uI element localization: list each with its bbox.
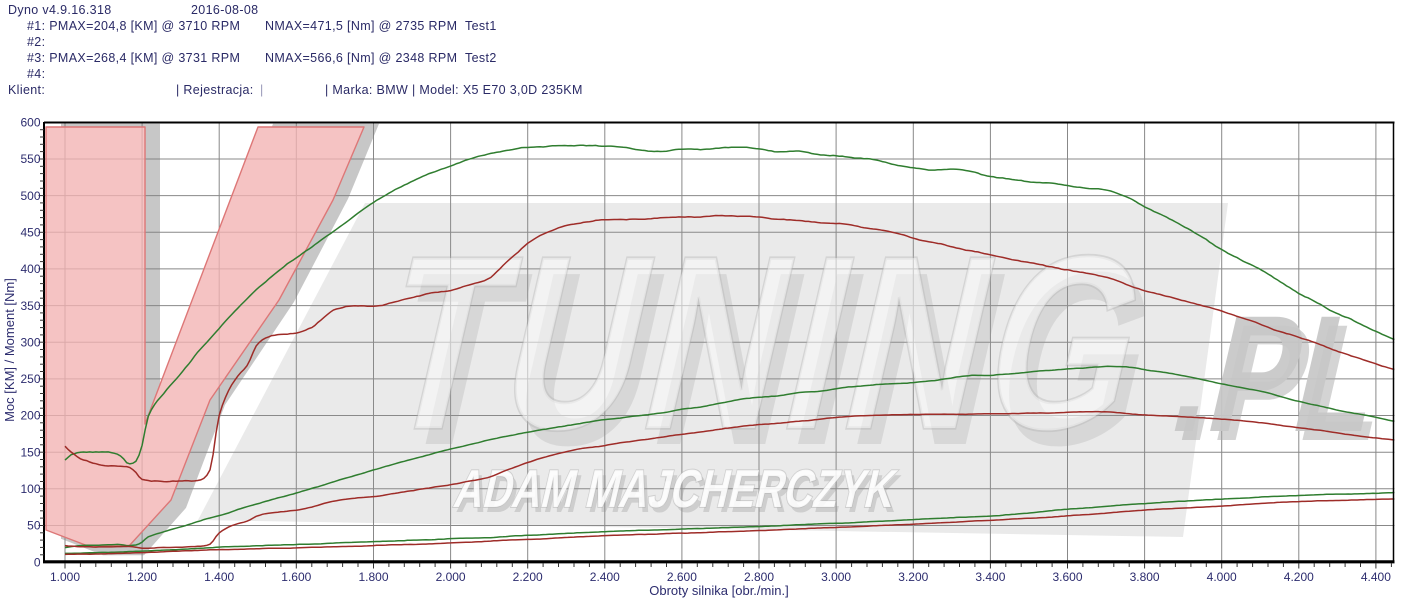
svg-text:300: 300 [20,335,40,349]
svg-text:3.200: 3.200 [898,570,928,584]
svg-text:1.600: 1.600 [281,570,311,584]
svg-text:3.600: 3.600 [1052,570,1082,584]
svg-text:TUNING: TUNING [360,204,1179,480]
svg-text:3.000: 3.000 [821,570,851,584]
svg-text:Moc [KM] / Moment [Nm]: Moc [KM] / Moment [Nm] [2,278,17,422]
svg-text:TUNING: TUNING [370,220,1189,496]
svg-text:0: 0 [34,555,41,569]
svg-text:250: 250 [20,372,40,386]
svg-text:2.400: 2.400 [590,570,620,584]
svg-text:200: 200 [20,409,40,423]
svg-text:2.000: 2.000 [436,570,466,584]
svg-text:2.800: 2.800 [744,570,774,584]
svg-text:150: 150 [20,445,40,459]
svg-text:1.200: 1.200 [127,570,157,584]
svg-text:500: 500 [20,189,40,203]
svg-text:1.000: 1.000 [50,570,80,584]
svg-text:4.200: 4.200 [1284,570,1314,584]
svg-text:550: 550 [20,152,40,166]
svg-text:50: 50 [27,519,41,533]
svg-text:Obroty silnika [obr./min.]: Obroty silnika [obr./min.] [649,583,788,598]
svg-text:1.400: 1.400 [204,570,234,584]
svg-text:.PL: .PL [1165,290,1407,475]
svg-text:1.800: 1.800 [358,570,388,584]
svg-text:4.000: 4.000 [1207,570,1237,584]
svg-text:2.600: 2.600 [667,570,697,584]
svg-text:400: 400 [20,262,40,276]
svg-text:ADAM MAJCHERCZYK: ADAM MAJCHERCZYK [449,459,902,519]
svg-text:450: 450 [20,226,40,240]
svg-text:4.400: 4.400 [1361,570,1391,584]
svg-text:3.400: 3.400 [975,570,1005,584]
svg-text:2.200: 2.200 [513,570,543,584]
svg-text:350: 350 [20,299,40,313]
svg-text:3.800: 3.800 [1130,570,1160,584]
svg-text:100: 100 [20,482,40,496]
svg-text:600: 600 [20,116,40,130]
svg-text:ADAM MAJCHERCZYK: ADAM MAJCHERCZYK [453,464,906,524]
